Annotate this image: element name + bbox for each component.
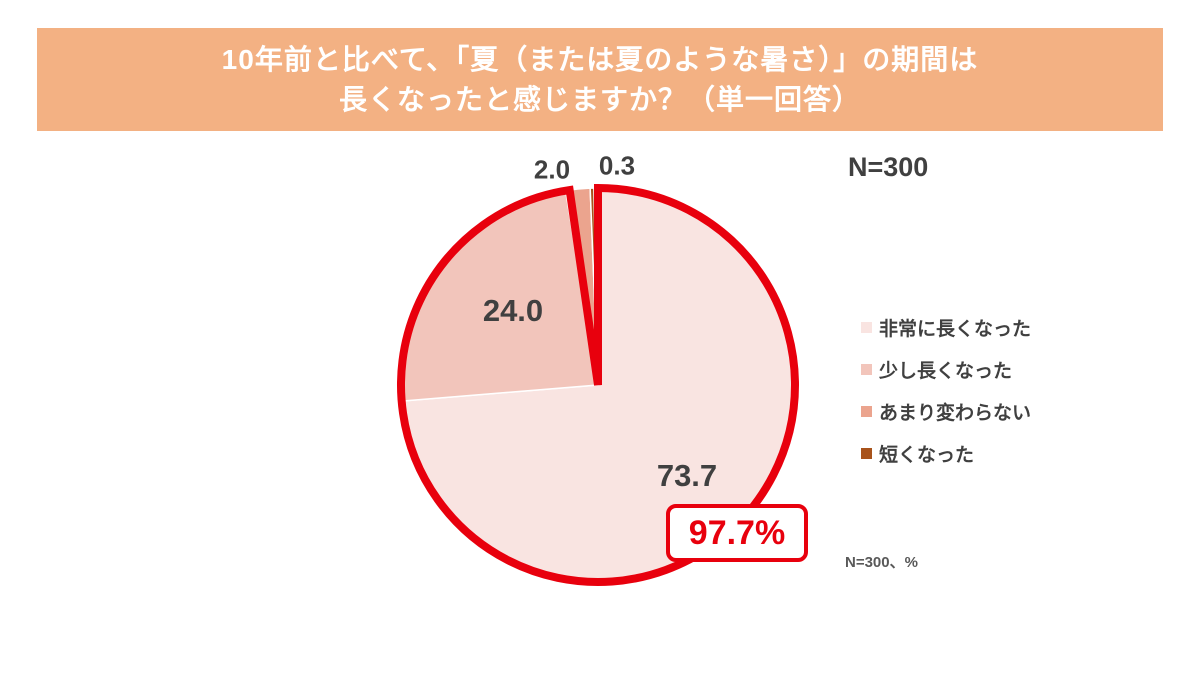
legend-label: 短くなった: [879, 444, 975, 466]
highlight-total-badge: 97.7%: [666, 504, 808, 562]
question-title-line2: 長くなったと感じますか？（単一回答）: [338, 83, 861, 115]
slice-value-little-longer: 24.0: [482, 293, 544, 328]
legend-swatch-icon: [861, 321, 872, 333]
legend-item-little-longer: 少し長くなった: [861, 348, 1031, 390]
slice-value-very-longer: 73.7: [656, 458, 718, 493]
legend-label: 少し長くなった: [879, 360, 1013, 382]
highlight-outline: [397, 183, 799, 586]
question-title-line1: 10年前と比べて、「夏（または夏のような暑さ）」の期間は: [221, 43, 979, 75]
chart-legend: 非常に長くなった 少し長くなった あまり変わらない 短くなった: [861, 306, 1031, 474]
slice-value-no-change: 2.0: [533, 154, 571, 185]
legend-label: 非常に長くなった: [879, 318, 1032, 340]
legend-swatch-icon: [861, 363, 872, 375]
sample-size-label: N=300: [848, 152, 929, 182]
legend-item-shorter: 短くなった: [861, 432, 1031, 474]
footnote-label: N=300、%: [845, 554, 918, 571]
slice-value-shorter: 0.3: [598, 150, 636, 181]
legend-label: あまり変わらない: [879, 402, 1032, 424]
legend-swatch-icon: [861, 447, 872, 459]
legend-item-very-longer: 非常に長くなった: [861, 306, 1031, 348]
legend-item-no-change: あまり変わらない: [861, 390, 1031, 432]
question-banner: 10年前と比べて、「夏（または夏のような暑さ）」の期間は 長くなったと感じますか…: [37, 28, 1163, 131]
legend-swatch-icon: [861, 405, 872, 417]
